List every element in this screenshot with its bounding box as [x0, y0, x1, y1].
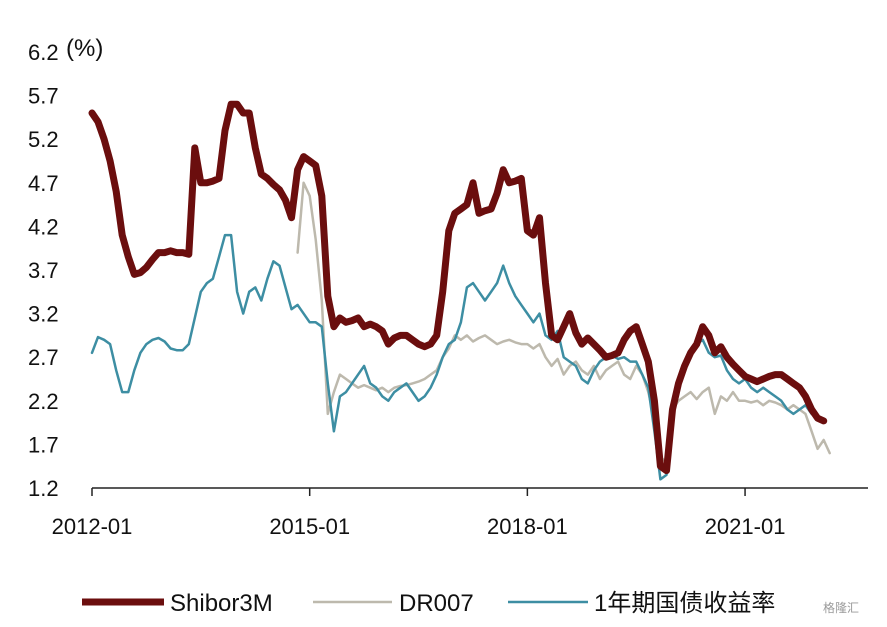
- watermark: 格隆汇: [823, 600, 859, 615]
- x-tick-label: 2018-01: [487, 514, 568, 539]
- y-tick-label: 6.2: [28, 40, 59, 65]
- legend-label: Shibor3M: [170, 590, 273, 617]
- series-line-0: [88, 100, 828, 475]
- legend-label: 1年期国债收益率: [594, 590, 775, 617]
- x-tick-label: 2012-01: [52, 514, 133, 539]
- y-tick-label: 1.2: [28, 476, 59, 501]
- y-axis: 6.2 5.7 5.2 4.7 4.2 3.7 3.2 2.7 2.2 1.7 1.2: [28, 40, 59, 501]
- y-tick-label: 4.7: [28, 171, 59, 196]
- x-tick-label: 2015-01: [269, 514, 350, 539]
- x-tick-label: 2021-01: [705, 514, 786, 539]
- series-line-2: [90, 233, 825, 481]
- y-unit-label: (%): [66, 35, 103, 62]
- y-tick-label: 3.7: [28, 258, 59, 283]
- y-tick-label: 2.2: [28, 389, 59, 414]
- series-line-1: [296, 181, 831, 464]
- y-tick-label: 2.7: [28, 345, 59, 370]
- y-tick-label: 5.2: [28, 127, 59, 152]
- y-tick-label: 1.7: [28, 432, 59, 457]
- y-tick-label: 4.2: [28, 214, 59, 239]
- legend-label: DR007: [399, 590, 474, 617]
- series-layer: [88, 100, 831, 481]
- x-axis: 2012-01 2015-01 2018-01 2021-01: [52, 487, 868, 539]
- y-tick-label: 3.2: [28, 302, 59, 327]
- y-tick-label: 5.7: [28, 84, 59, 109]
- legend: Shibor3M DR007 1年期国债收益率: [82, 590, 775, 617]
